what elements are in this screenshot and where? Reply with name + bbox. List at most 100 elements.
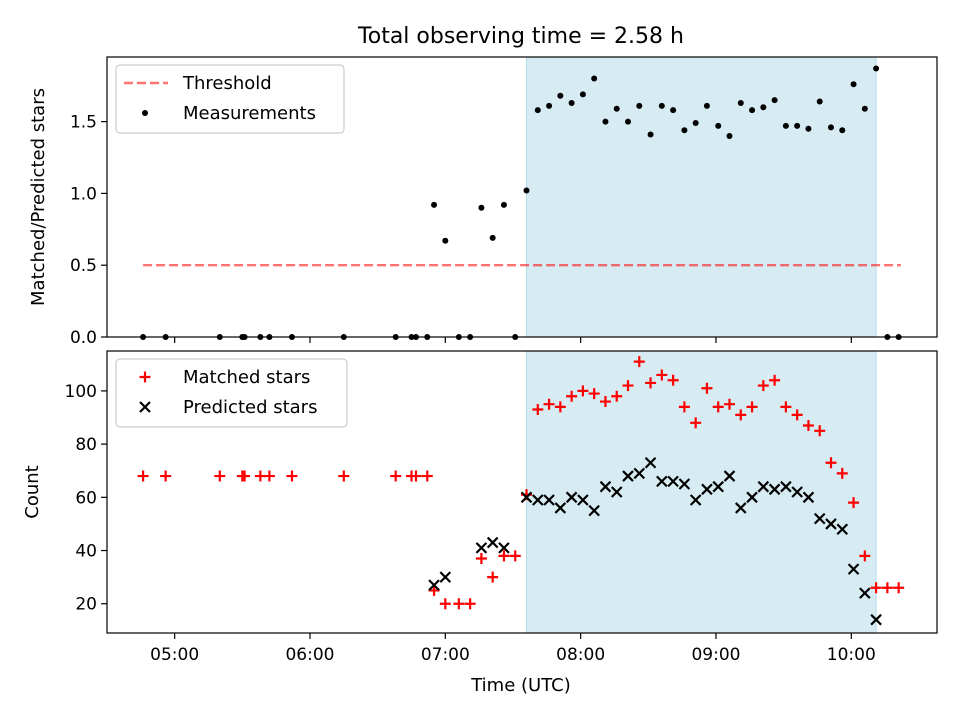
predicted-star-point — [712, 480, 725, 493]
predicted-star-point — [475, 542, 488, 554]
y-axis-label: Count — [22, 465, 43, 518]
measurement-point — [681, 127, 688, 134]
measurement-point — [703, 102, 710, 109]
measurement-point — [816, 98, 823, 105]
matched-star-point — [780, 401, 792, 413]
matched-star-point — [645, 377, 657, 389]
matched-star-point — [633, 356, 645, 368]
matched-star-point — [690, 417, 702, 429]
x-tick-label: 05:00 — [150, 645, 199, 665]
predicted-star-point — [565, 491, 578, 504]
matched-star-point — [263, 470, 275, 482]
measurement-point — [647, 131, 654, 138]
y-tick-label: 0.5 — [70, 256, 97, 276]
predicted-star-point — [486, 536, 499, 549]
measurement-point — [431, 201, 438, 208]
measurement-point — [442, 237, 449, 244]
measurement-point — [850, 81, 857, 88]
matched-star-point — [160, 470, 172, 482]
bottom-panel: 20 40 60 80 100 05:00 06:00 07:00 08:00 09:00 10:0… — [22, 350, 938, 665]
measurement-point — [794, 122, 801, 129]
matched-star-point — [428, 584, 440, 596]
measurement-point — [827, 124, 834, 131]
top-panel: 0.0 0.5 1.0 1.5 Matched/Predicted stars Thres… — [28, 56, 938, 348]
matched-star-point — [338, 470, 350, 482]
matched-star-point — [724, 398, 735, 410]
observing-window-span — [526, 56, 877, 338]
matched-star-point — [453, 598, 465, 610]
measurement-point — [568, 99, 575, 106]
measurement-point — [579, 91, 586, 98]
matched-star-point — [532, 404, 544, 416]
legend-box — [115, 358, 348, 428]
matched-star-point — [893, 582, 905, 594]
measurement-point — [613, 105, 620, 112]
measurement-point — [670, 107, 677, 114]
measurement-point — [625, 118, 632, 125]
matched-star-point — [836, 467, 848, 479]
matched-star-point — [214, 470, 226, 482]
y-tick-label: 100 — [65, 382, 97, 402]
predicted-star-point — [701, 483, 713, 496]
matched-star-point — [390, 470, 402, 482]
matched-star-point — [588, 388, 600, 400]
y-tick-label: 40 — [75, 542, 97, 562]
predicted-star-point — [689, 494, 702, 506]
legend: Matched stars Predicted stars — [115, 358, 348, 428]
x-tick-label: 09:00 — [691, 645, 740, 665]
axes-frame — [106, 56, 938, 338]
measurement-point — [839, 127, 846, 134]
predicted-star-point — [780, 480, 792, 493]
matched-star-point — [577, 385, 589, 397]
x-tick-label: 07:00 — [421, 645, 470, 665]
predicted-star-point — [532, 494, 544, 506]
matched-star-point — [735, 409, 747, 421]
predicted-star-point — [768, 483, 781, 496]
measurement-point — [591, 75, 598, 82]
predicted-star-point — [656, 475, 668, 488]
predicted-star-point — [554, 502, 567, 514]
x-tick-label: 10:00 — [827, 645, 876, 665]
measurement-point — [715, 122, 722, 129]
matched-star-point — [543, 398, 555, 410]
predicted-star-point — [836, 523, 849, 536]
matched-star-point — [859, 550, 871, 562]
matched-star-point — [498, 550, 510, 562]
matched-star-point — [791, 409, 803, 421]
predicted-star-point — [520, 491, 533, 504]
predicted-star-point — [678, 478, 691, 490]
measurement-point — [478, 204, 485, 211]
measurement-point — [760, 104, 767, 111]
legend-predicted-swatch — [139, 401, 151, 413]
predicted-star-point — [746, 491, 758, 504]
matched-star-point — [848, 497, 860, 509]
legend-label: Measurements — [183, 103, 316, 124]
series-predicted-stars — [428, 456, 882, 626]
matched-star-point — [439, 598, 451, 610]
predicted-star-point — [859, 587, 871, 599]
measurement-point — [523, 187, 530, 194]
matched-star-point — [286, 470, 298, 482]
x-tick-label: 08:00 — [556, 645, 605, 665]
measurement-point — [782, 122, 789, 129]
matched-star-point — [239, 470, 251, 482]
legend-label: Predicted stars — [183, 397, 317, 418]
predicted-star-point — [813, 512, 826, 525]
matched-star-point — [464, 598, 476, 610]
predicted-star-point — [757, 480, 770, 493]
matched-star-point — [678, 401, 690, 413]
measurement-point — [873, 65, 880, 72]
predicted-star-point — [667, 475, 679, 488]
measurement-point — [489, 234, 496, 241]
predicted-star-point — [633, 467, 646, 480]
matched-star-point — [475, 553, 487, 565]
predicted-star-point — [825, 518, 837, 530]
y-tick-label: 0.0 — [70, 328, 97, 348]
matched-star-point — [746, 401, 758, 413]
x-tick-label: 06:00 — [285, 645, 334, 665]
matched-star-point — [825, 457, 837, 469]
matched-star-point — [599, 396, 611, 408]
predicted-star-point — [847, 563, 860, 575]
figure-title: Total observing time = 2.58 h — [357, 24, 684, 49]
measurement-point — [658, 102, 665, 109]
